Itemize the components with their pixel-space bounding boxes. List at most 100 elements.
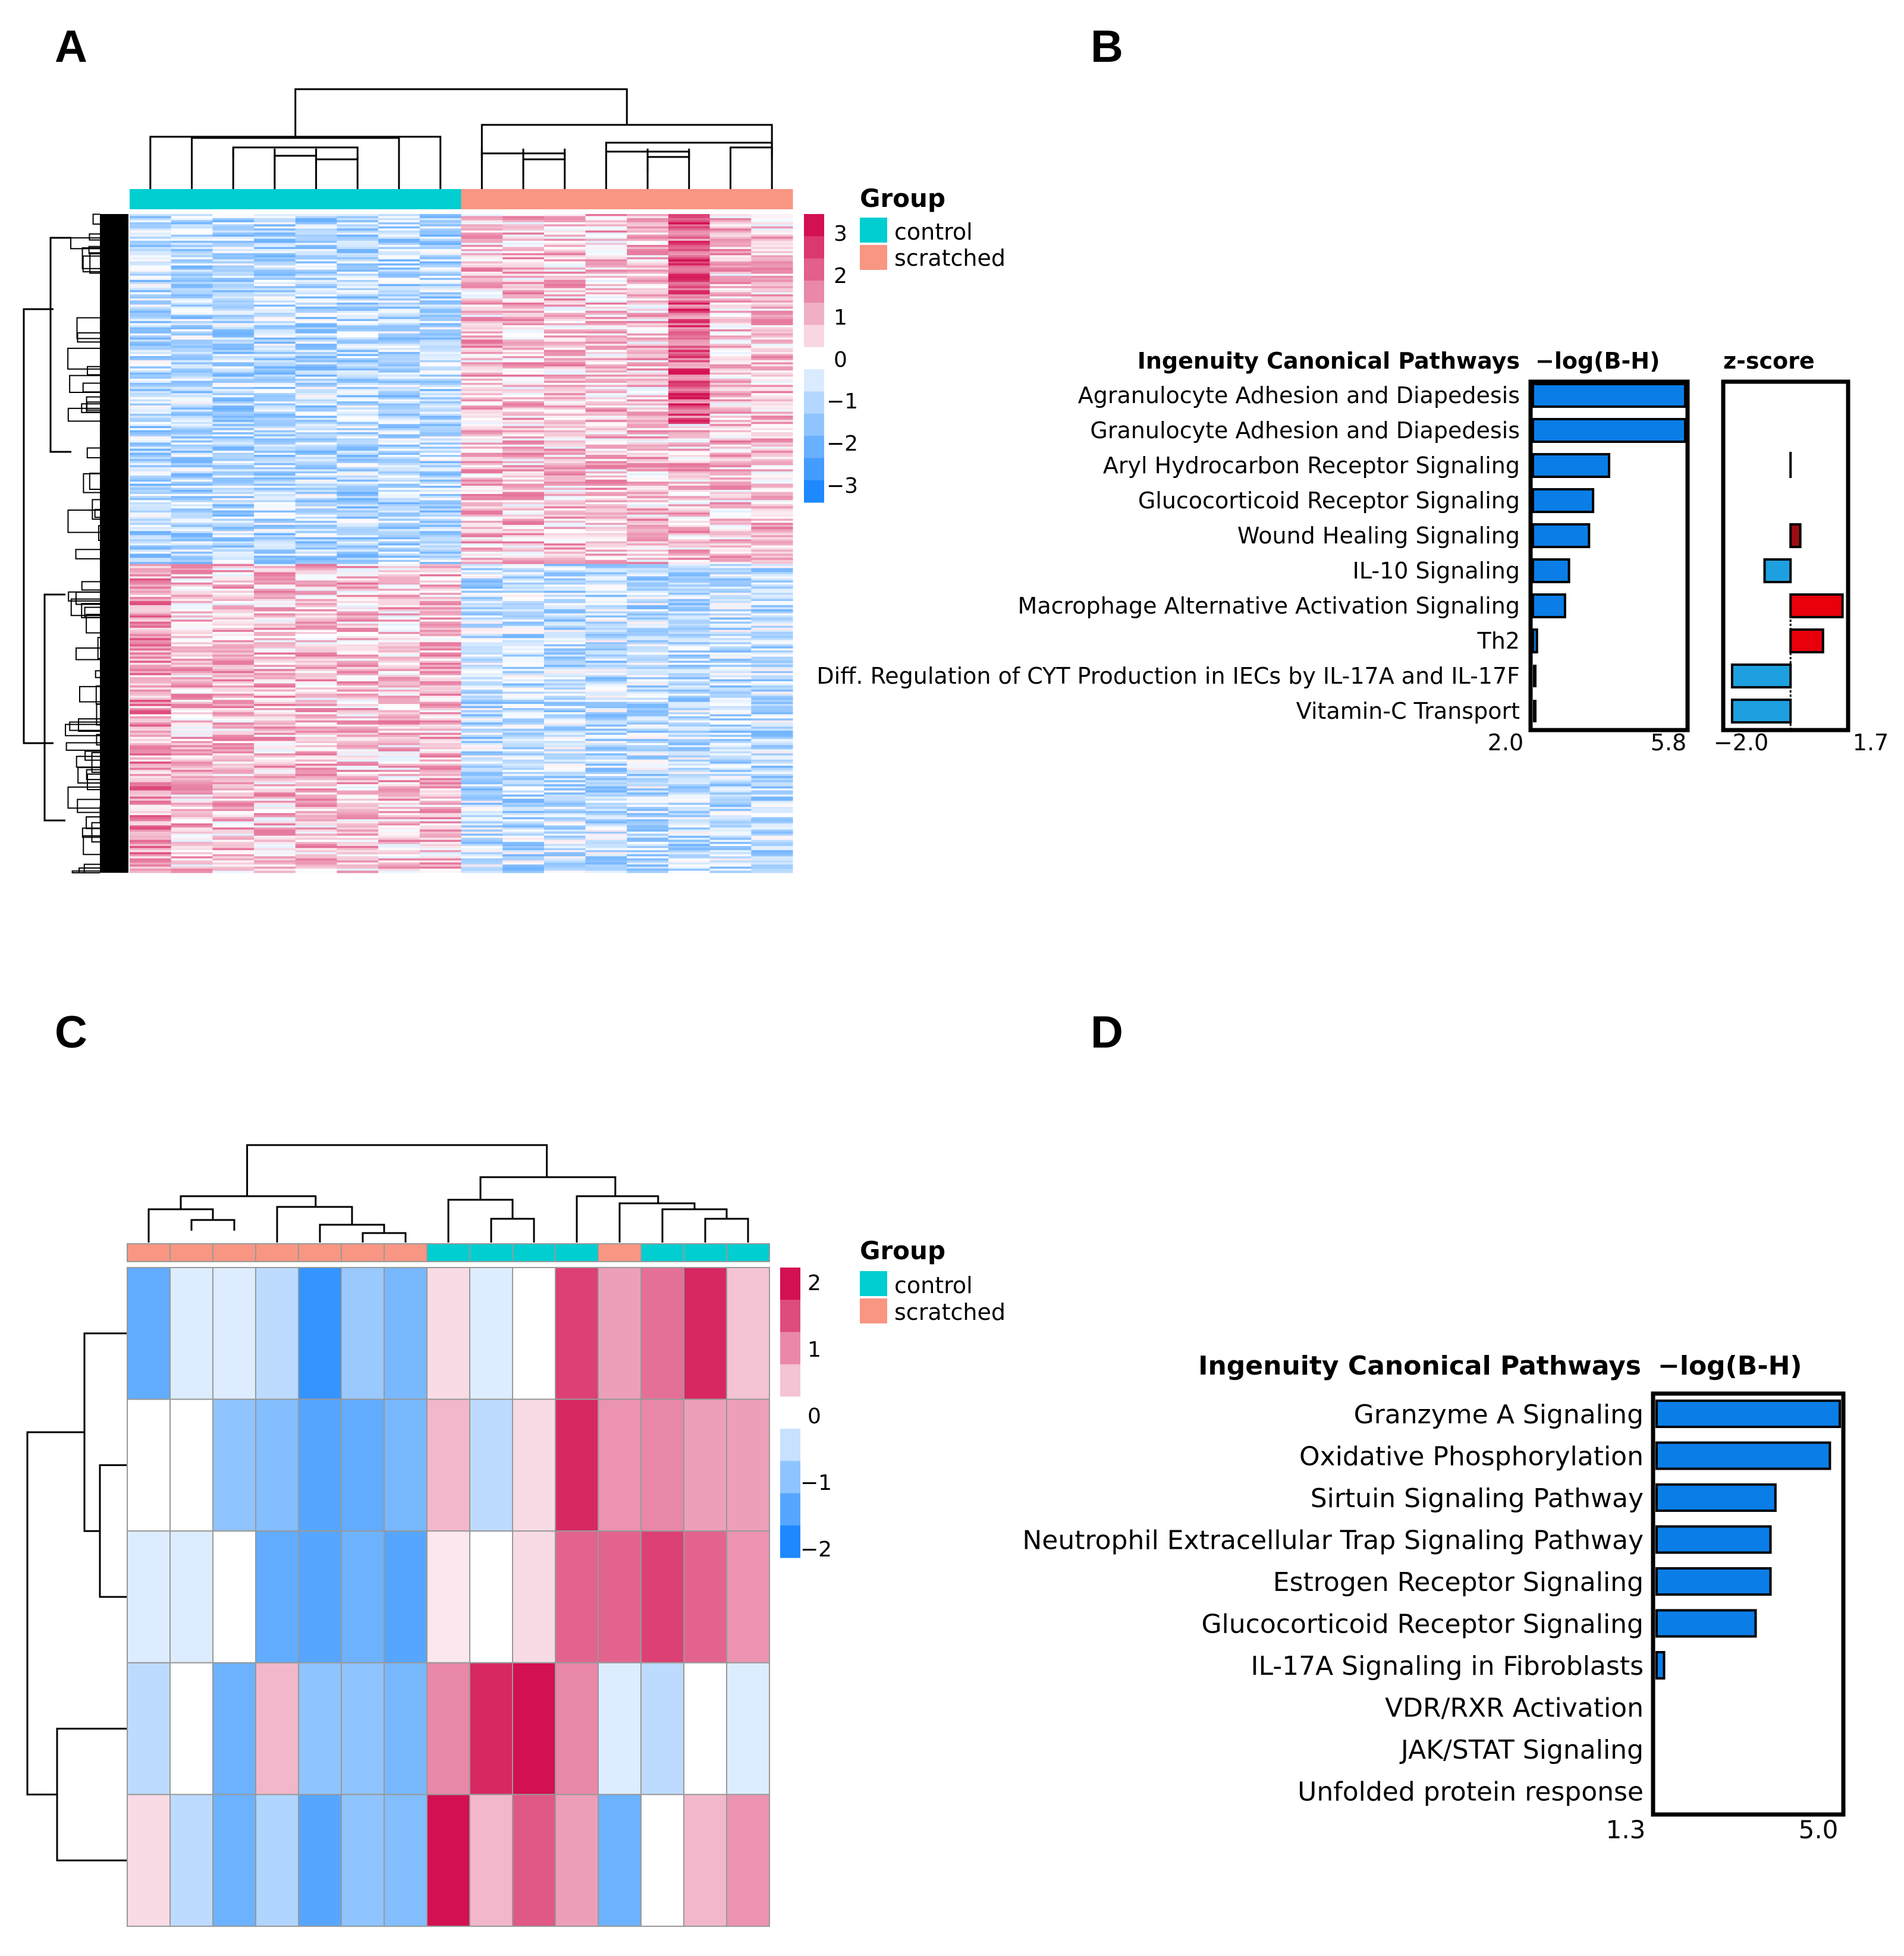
heatmap-cell xyxy=(668,724,711,727)
heatmap-cell xyxy=(461,691,503,694)
heatmap-cell xyxy=(543,599,586,602)
heatmap-cell xyxy=(130,479,172,482)
heatmap-cell xyxy=(378,691,420,694)
heatmap-cell xyxy=(337,275,379,278)
heatmap-cell xyxy=(254,251,296,254)
heatmap-cell xyxy=(751,350,793,353)
heatmap-cell xyxy=(212,809,255,812)
heatmap-cell xyxy=(171,696,213,699)
heatmap-cell xyxy=(337,800,379,803)
heatmap-cell xyxy=(709,827,752,830)
heatmap-cell xyxy=(627,533,669,536)
heatmap-cell xyxy=(668,407,711,410)
heatmap-cell xyxy=(543,825,586,828)
heatmap-cell xyxy=(212,539,255,542)
heatmap-cell xyxy=(378,666,420,669)
heatmap-cell xyxy=(212,452,255,455)
heatmap-cell xyxy=(627,442,669,445)
heatmap-cell xyxy=(130,261,172,264)
heatmap-cell xyxy=(419,471,461,474)
heatmap-cell xyxy=(543,461,586,464)
heatmap-cell xyxy=(709,811,752,814)
heatmap-cell xyxy=(295,611,337,614)
heatmap-cell xyxy=(543,753,586,756)
heatmap-cell xyxy=(254,492,296,495)
heatmap-cell xyxy=(130,306,172,309)
heatmap-cell xyxy=(419,417,461,420)
heatmap-cell xyxy=(709,689,752,692)
heatmap-cell xyxy=(378,572,420,575)
heatmap-cell xyxy=(585,590,627,593)
heatmap-cell xyxy=(254,605,296,608)
heatmap-cell xyxy=(130,317,172,320)
heatmap-cell xyxy=(378,512,420,515)
heatmap-cell xyxy=(668,786,711,789)
heatmap-cell xyxy=(419,508,461,511)
heatmap-cell xyxy=(627,354,669,357)
heatmap-cell xyxy=(668,298,711,301)
heatmap-cell xyxy=(502,278,545,281)
heatmap-cell xyxy=(543,265,586,268)
heatmap-cell xyxy=(543,391,586,394)
heatmap-cell xyxy=(171,473,213,476)
heatmap-cell xyxy=(212,385,255,388)
heatmap-cell xyxy=(502,251,545,254)
heatmap-cell xyxy=(461,413,503,416)
heatmap-cell xyxy=(130,319,172,322)
heatmap-cell xyxy=(627,436,669,439)
heatmap-cell xyxy=(130,265,172,268)
heatmap-cell xyxy=(502,582,545,585)
heatmap-cell xyxy=(171,461,213,464)
heatmap-cell xyxy=(585,728,627,731)
heatmap-cell xyxy=(419,691,461,694)
heatmap-cell xyxy=(378,409,420,412)
heatmap-cell xyxy=(709,467,752,470)
heatmap-cell xyxy=(543,356,586,359)
heatmap-cell xyxy=(337,566,379,569)
panel-a-row-dendrogram xyxy=(23,213,128,873)
heatmap-cell xyxy=(378,794,420,797)
heatmap-cell xyxy=(585,444,627,447)
heatmap-cell xyxy=(627,576,669,579)
heatmap-cell xyxy=(461,397,503,400)
heatmap-cell xyxy=(171,364,213,367)
heatmap-cell xyxy=(130,600,172,603)
heatmap-cell xyxy=(419,366,461,369)
heatmap-cell xyxy=(585,778,627,781)
heatmap-cell xyxy=(378,358,420,361)
heatmap-cell xyxy=(709,512,752,515)
heatmap-cell xyxy=(668,389,711,392)
heatmap-cell xyxy=(171,230,213,233)
heatmap-cell xyxy=(668,508,711,511)
heatmap-cell xyxy=(212,555,255,558)
heatmap-cell xyxy=(751,263,793,266)
heatmap-cell xyxy=(461,492,503,495)
heatmap-cell xyxy=(585,230,627,233)
heatmap-cell xyxy=(751,666,793,669)
heatmap-cell xyxy=(502,673,545,676)
heatmap-cell xyxy=(543,263,586,266)
heatmap-cell xyxy=(171,636,213,639)
heatmap-cell xyxy=(419,350,461,353)
heatmap-cell xyxy=(585,482,627,485)
heatmap-cell xyxy=(378,786,420,789)
heatmap-cell xyxy=(627,489,669,492)
heatmap-cell xyxy=(378,675,420,678)
heatmap-cell xyxy=(337,399,379,402)
heatmap-cell xyxy=(295,356,337,359)
heatmap-cell xyxy=(751,593,793,596)
heatmap-cell xyxy=(668,782,711,785)
heatmap-cell xyxy=(585,294,627,297)
heatmap-cell xyxy=(212,829,255,832)
heatmap-cell xyxy=(378,570,420,573)
heatmap-cell xyxy=(130,700,172,703)
heatmap-cell xyxy=(254,360,296,363)
heatmap-cell xyxy=(254,375,296,378)
heatmap-cell xyxy=(461,800,503,803)
heatmap-cell xyxy=(337,508,379,511)
heatmap-cell xyxy=(461,451,503,454)
heatmap-cell xyxy=(295,790,337,793)
heatmap-cell xyxy=(461,638,503,641)
heatmap-cell xyxy=(378,640,420,643)
heatmap-cell xyxy=(171,432,213,435)
